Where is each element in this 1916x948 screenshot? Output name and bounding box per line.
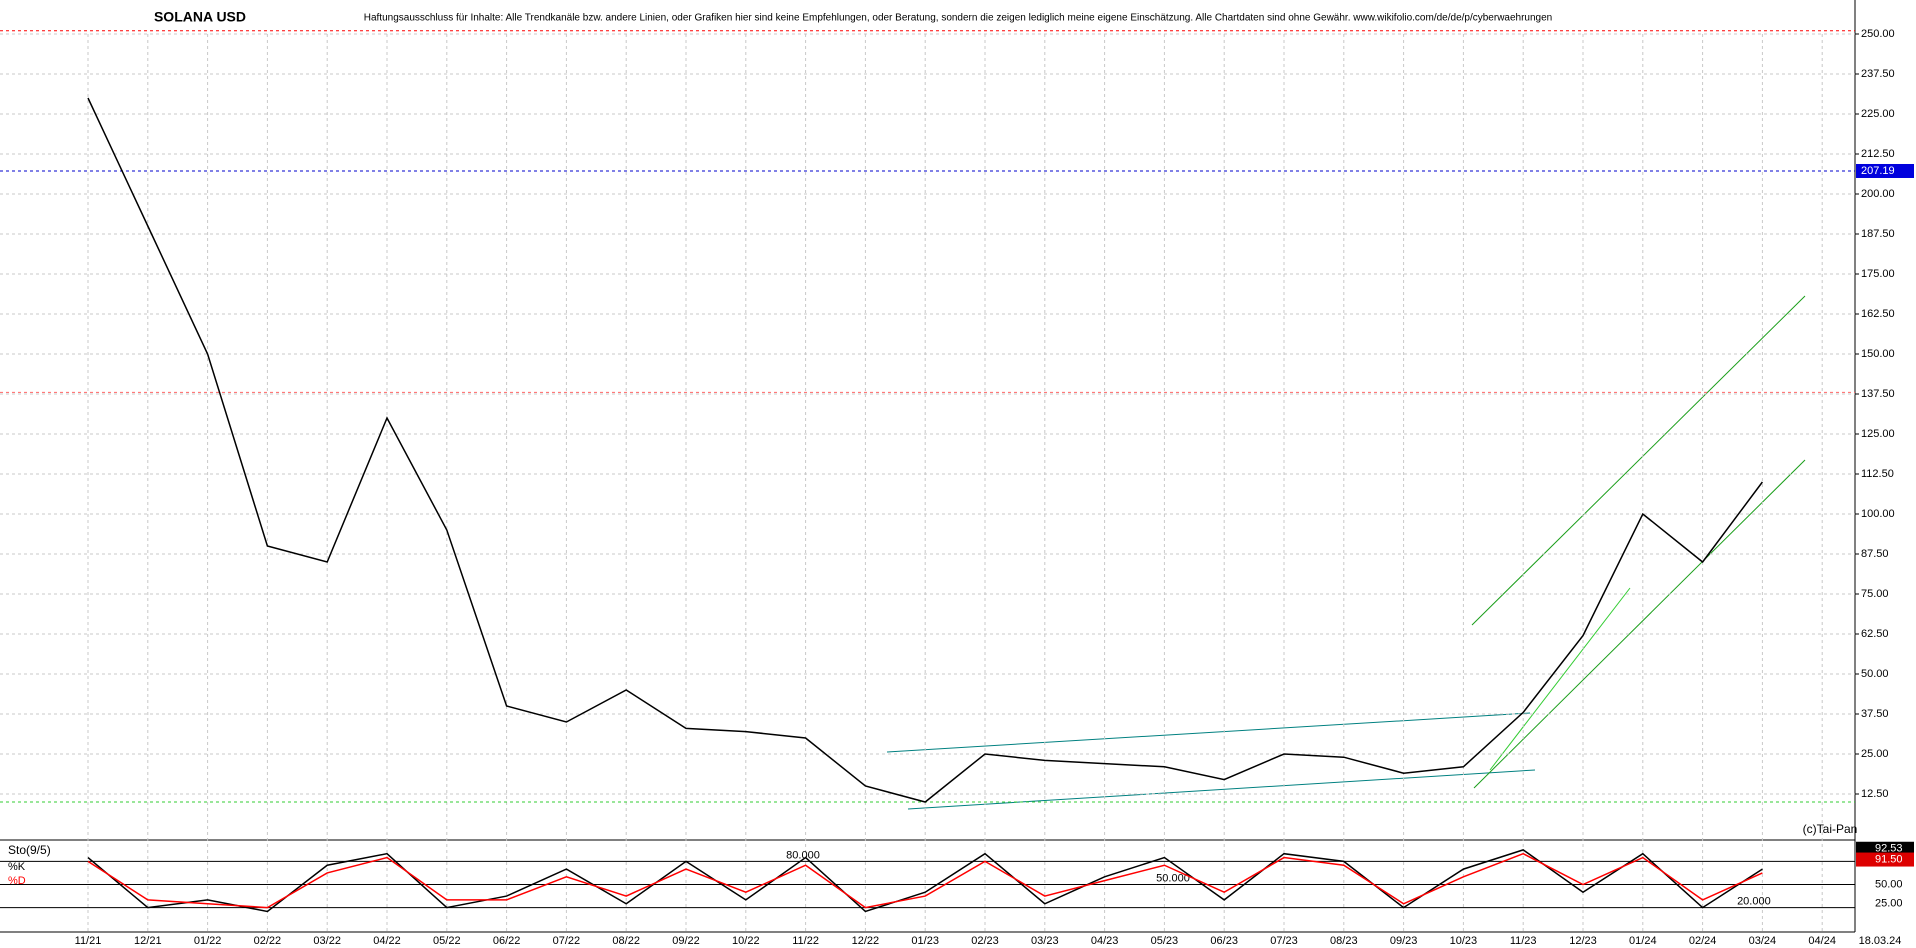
x-tick-label: 03/23 xyxy=(1031,935,1059,947)
osc-line xyxy=(87,849,1763,913)
trend-line xyxy=(886,712,1531,753)
x-tick-label: 03/22 xyxy=(313,935,341,947)
y-tick-label: 250.00 xyxy=(1861,28,1895,40)
x-tick-label: 09/23 xyxy=(1390,935,1418,947)
x-tick-label: 11/21 xyxy=(75,935,102,947)
x-tick-label: 01/22 xyxy=(194,935,222,947)
osc-value-box xyxy=(1856,852,1914,867)
y-tick-label: 50.00 xyxy=(1861,668,1889,680)
oscillator-title: Sto(9/5) xyxy=(8,843,51,857)
y-tick-label: 212.50 xyxy=(1861,148,1895,160)
legend-label: %D xyxy=(8,875,26,887)
x-tick-label: 06/23 xyxy=(1210,935,1238,947)
copyright: (c)Tai-Pan xyxy=(1803,822,1858,836)
x-tick-label: 02/22 xyxy=(254,935,282,947)
trend-line xyxy=(1489,587,1631,771)
osc-value-label: 91.50 xyxy=(1875,853,1903,865)
disclaimer: Haftungsausschluss für Inhalte: Alle Tre… xyxy=(364,13,1553,24)
x-tick-label: 12/21 xyxy=(134,935,162,947)
y-tick-label: 75.00 xyxy=(1861,588,1889,600)
x-tick-label: 06/22 xyxy=(493,935,521,947)
y-tick-label: 200.00 xyxy=(1861,188,1895,200)
last-price-box xyxy=(1856,163,1914,178)
trend-line xyxy=(1471,295,1806,626)
last-price-label: 207.19 xyxy=(1861,165,1895,177)
x-tick-label: 03/24 xyxy=(1749,935,1777,947)
y-tick-label: 225.00 xyxy=(1861,108,1895,120)
y-tick-label: 162.50 xyxy=(1861,308,1895,320)
chart-title: SOLANA USD xyxy=(154,9,246,25)
y-tick-label: 100.00 xyxy=(1861,508,1895,520)
y-tick-label: 12.50 xyxy=(1861,788,1889,800)
y-tick-label: 237.50 xyxy=(1861,68,1895,80)
level-label: 50.000 xyxy=(1156,872,1190,884)
legend-label: %K xyxy=(8,861,26,873)
y-tick-label: 112.50 xyxy=(1861,468,1894,480)
x-tick-label: 11/22 xyxy=(792,935,819,947)
y-tick-label: 25.00 xyxy=(1861,748,1889,760)
x-tick-label: 08/23 xyxy=(1330,935,1358,947)
x-tick-label: 01/24 xyxy=(1629,935,1657,947)
x-tick-label: 10/23 xyxy=(1450,935,1478,947)
last-date: 18.03.24 xyxy=(1859,935,1902,947)
x-tick-label: 02/24 xyxy=(1689,935,1717,947)
osc-value-label: 92.53 xyxy=(1875,843,1903,855)
osc-line xyxy=(87,852,1763,909)
x-tick-label: 04/24 xyxy=(1808,935,1836,947)
x-tick-label: 02/23 xyxy=(971,935,999,947)
x-tick-label: 09/22 xyxy=(672,935,700,947)
trend-line xyxy=(907,769,1536,810)
y-tick-label: 187.50 xyxy=(1861,228,1895,240)
x-tick-label: 05/23 xyxy=(1151,935,1179,947)
y-tick-label: 137.50 xyxy=(1861,388,1895,400)
x-tick-label: 10/22 xyxy=(732,935,760,947)
y-tick-label: 150.00 xyxy=(1861,348,1895,360)
x-tick-label: 07/23 xyxy=(1270,935,1298,947)
trend-line xyxy=(1473,459,1806,789)
x-tick-label: 07/22 xyxy=(553,935,581,947)
level-label: 20.000 xyxy=(1737,896,1771,908)
x-tick-label: 11/23 xyxy=(1510,935,1537,947)
y-tick-label: 125.00 xyxy=(1861,428,1895,440)
y-tick-label: 175.00 xyxy=(1861,268,1895,280)
osc-value-box xyxy=(1856,841,1914,856)
y-tick-label: 62.50 xyxy=(1861,628,1889,640)
osc-tick-label: 50.00 xyxy=(1875,878,1903,890)
y-tick-label: 37.50 xyxy=(1861,708,1889,720)
x-tick-label: 12/22 xyxy=(852,935,880,947)
x-tick-label: 04/22 xyxy=(373,935,401,947)
x-tick-label: 04/23 xyxy=(1091,935,1119,947)
x-tick-label: 05/22 xyxy=(433,935,461,947)
x-tick-label: 08/22 xyxy=(612,935,640,947)
x-tick-label: 12/23 xyxy=(1569,935,1597,947)
y-tick-label: 87.50 xyxy=(1861,548,1889,560)
osc-tick-label: 25.00 xyxy=(1875,898,1903,910)
price-line xyxy=(87,97,1764,803)
x-tick-label: 01/23 xyxy=(911,935,939,947)
level-label: 80.000 xyxy=(786,849,820,861)
